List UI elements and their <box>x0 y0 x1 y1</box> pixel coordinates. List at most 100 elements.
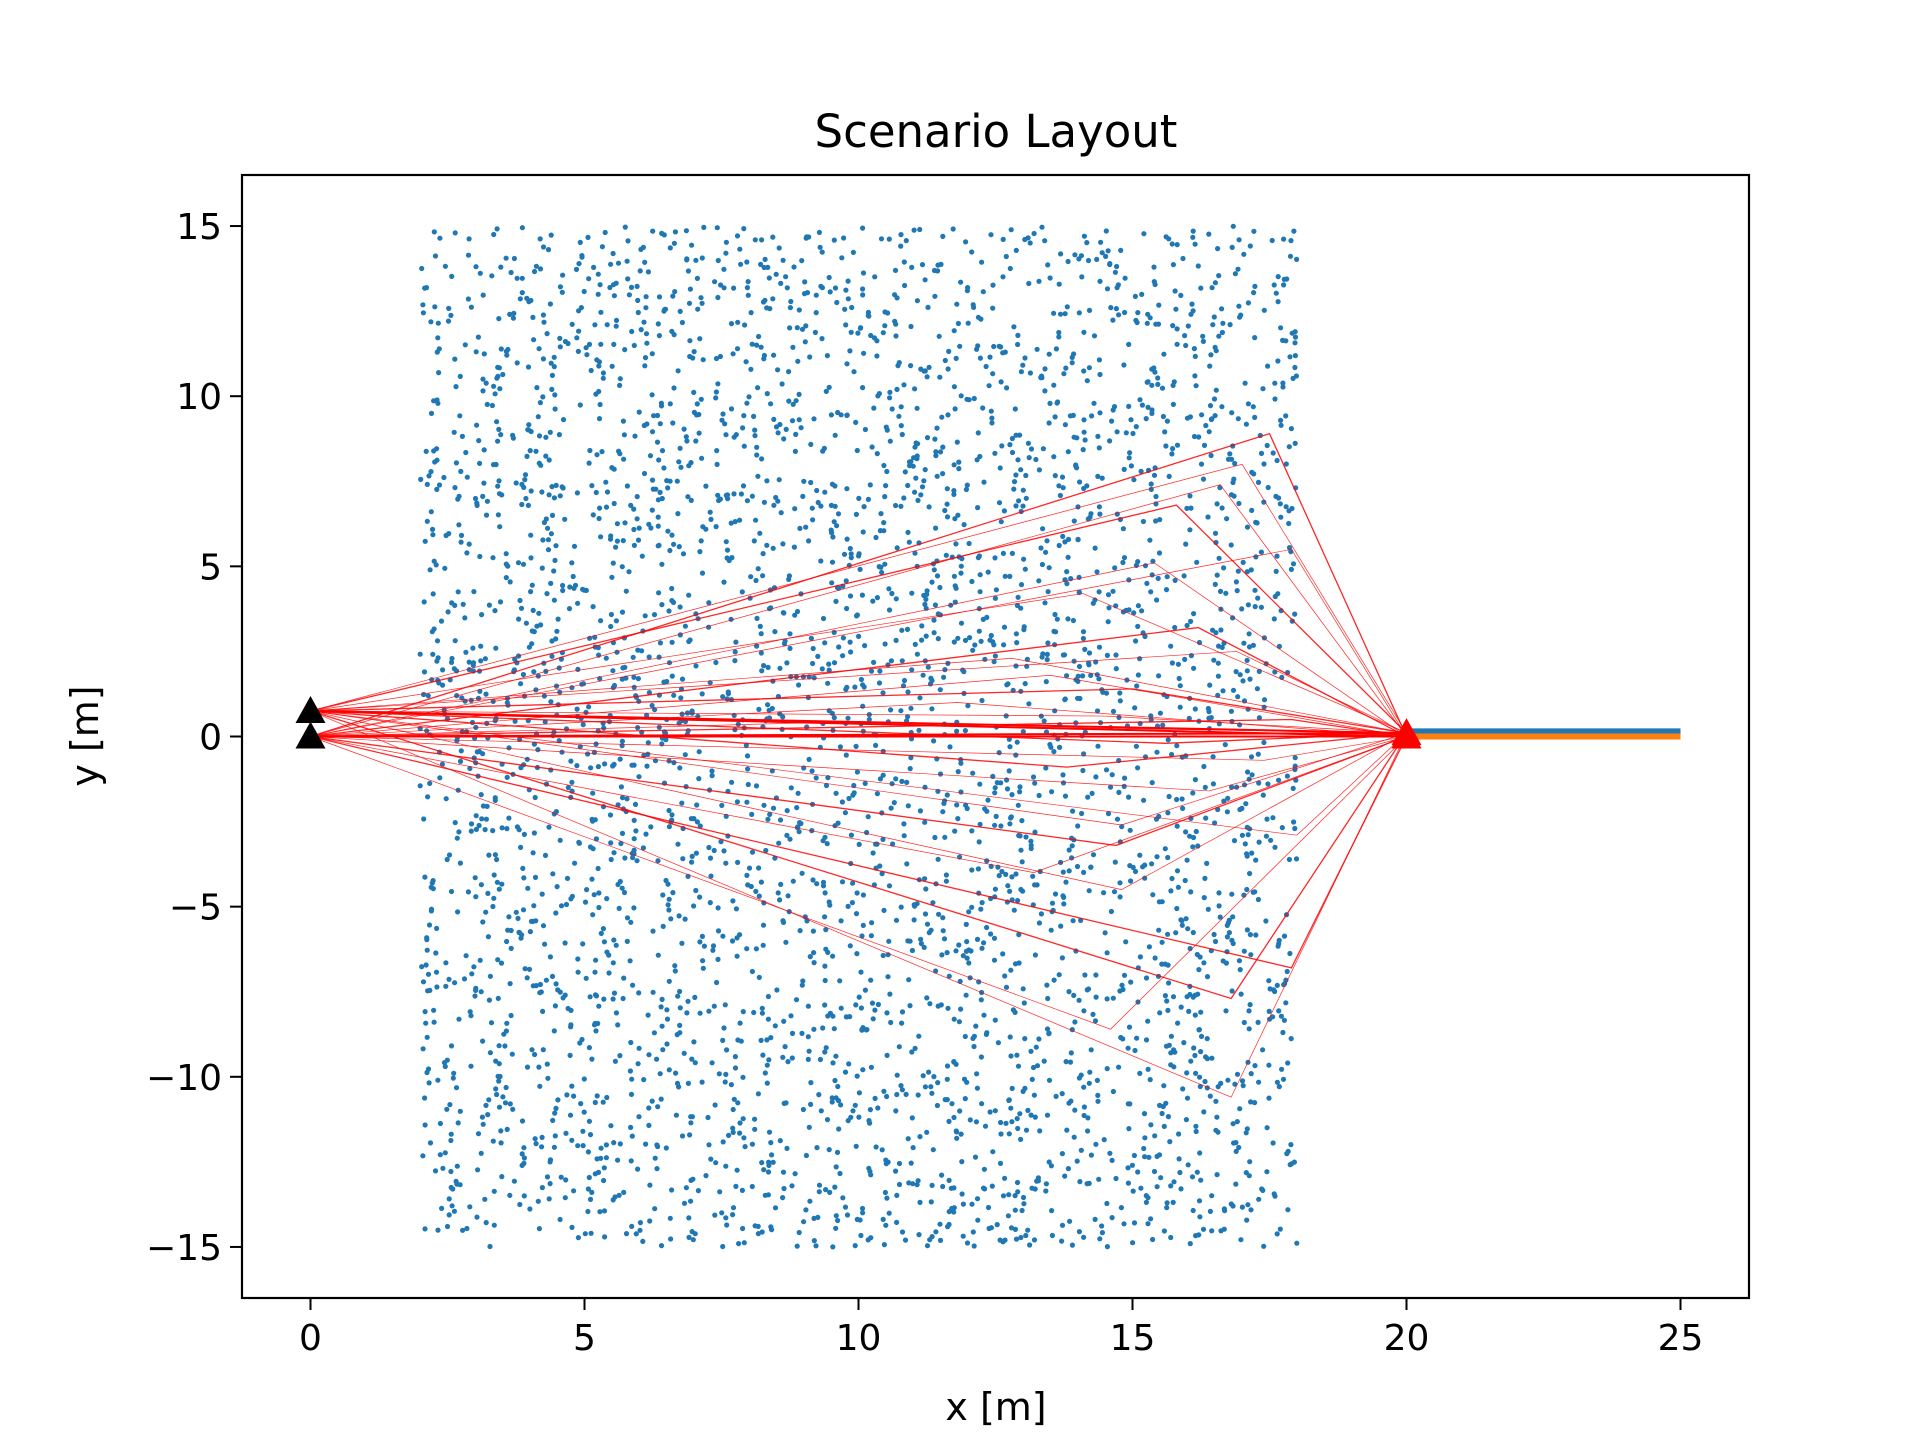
scatterer-point <box>1229 784 1235 790</box>
scatterer-point <box>1095 1092 1101 1098</box>
propagation-path <box>310 710 1407 836</box>
scatterer-point <box>1255 595 1261 601</box>
scatterer-point <box>1092 1216 1098 1222</box>
scatterer-point <box>1201 763 1207 770</box>
scatterer-point <box>822 890 828 896</box>
scatterer-point <box>1165 1007 1171 1014</box>
scatterer-point <box>722 1079 728 1085</box>
scatterer-point <box>1184 1070 1190 1076</box>
scatterer-point <box>1219 306 1225 312</box>
scatterer-point <box>593 1028 599 1034</box>
scatterer-point <box>1065 258 1071 265</box>
scatterer-point <box>908 705 914 711</box>
scatterer-point <box>1081 1008 1087 1014</box>
scatterer-point <box>590 790 596 796</box>
scatterer-point <box>1043 1188 1049 1194</box>
scatterer-point <box>744 285 751 291</box>
scatterer-point <box>1224 934 1230 940</box>
scatterer-point <box>788 1013 794 1019</box>
scatterer-point <box>942 834 948 840</box>
scatterer-point <box>468 821 475 827</box>
scatterer-point <box>693 887 699 894</box>
scatterer-point <box>1132 1047 1138 1054</box>
scatterer-point <box>796 307 802 313</box>
scatterer-point <box>740 483 747 489</box>
scatterer-point <box>765 816 771 822</box>
scatterer-point <box>969 1201 975 1207</box>
scatterer-point <box>553 482 559 488</box>
scatterer-point <box>458 468 464 474</box>
scatterer-point <box>974 1071 980 1077</box>
scatterer-point <box>862 780 868 787</box>
scatterer-point <box>1149 382 1155 388</box>
scatterer-point <box>1264 816 1270 822</box>
scatterer-point <box>1275 358 1281 364</box>
scatterer-point <box>1271 282 1277 288</box>
scatterer-point <box>610 685 616 691</box>
scatterer-point <box>673 1112 680 1118</box>
scatterer-point <box>689 1229 695 1235</box>
scatterer-point <box>432 304 438 310</box>
scatterer-point <box>729 938 736 944</box>
scatterer-point <box>529 628 535 634</box>
scatterer-point <box>909 1049 915 1055</box>
scatterer-point <box>487 973 493 979</box>
scatterer-point <box>860 385 866 391</box>
scatterer-point <box>428 319 434 325</box>
scatterer-point <box>811 950 817 956</box>
scatterer-point <box>1104 652 1110 659</box>
scatterer-point <box>1183 916 1189 922</box>
scatterer-point <box>468 304 474 310</box>
scatterer-point <box>898 708 904 714</box>
scatterer-point <box>933 968 939 974</box>
scatterer-point <box>1175 884 1181 890</box>
scatterer-point <box>659 1023 665 1029</box>
scatterer-point <box>802 339 808 345</box>
scatterer-point <box>773 271 779 277</box>
scatterer-point <box>1013 871 1019 877</box>
scatterer-point <box>835 1083 841 1090</box>
scatterer-point <box>1246 1173 1252 1179</box>
scatterer-point <box>1023 1127 1030 1133</box>
scatterer-point <box>533 983 539 989</box>
scatterer-point <box>644 421 650 427</box>
scatterer-point <box>1196 1027 1202 1033</box>
scatterer-point <box>555 1097 561 1103</box>
scatterer-point <box>1247 1002 1253 1008</box>
scatterer-point <box>733 639 739 645</box>
scatterer-point <box>805 1003 812 1009</box>
scatterer-point <box>1047 275 1053 281</box>
scatterer-point <box>551 568 557 574</box>
scatterer-point <box>790 401 796 407</box>
scatterer-point <box>706 844 712 851</box>
scatterer-point <box>951 1059 957 1065</box>
scatterer-point <box>953 948 959 954</box>
scatterer-point <box>1012 406 1018 412</box>
scatterer-point <box>1154 597 1160 603</box>
scatterer-point <box>887 395 893 401</box>
scatterer-point <box>1283 504 1289 510</box>
scatterer-point <box>1133 638 1139 644</box>
scatterer-point <box>767 811 773 818</box>
scatterer-point <box>932 293 938 299</box>
scatterer-point <box>811 675 817 681</box>
scatterer-point <box>942 667 948 673</box>
scatterer-point <box>1164 1200 1170 1206</box>
scatterer-point <box>1288 238 1294 244</box>
scatterer-point <box>535 414 541 420</box>
scatterer-point <box>1218 627 1224 633</box>
scatterer-point <box>1042 366 1048 372</box>
scatterer-point <box>1159 939 1165 945</box>
scatterer-point <box>995 1040 1002 1046</box>
scatterer-point <box>591 1022 598 1028</box>
scatterer-point <box>860 682 866 688</box>
scatterer-point <box>1109 1215 1115 1221</box>
scatterer-point <box>753 946 760 952</box>
scatterer-point <box>693 850 700 856</box>
scatterer-point <box>1107 438 1113 444</box>
scatterer-point <box>888 805 894 811</box>
scatterer-point <box>645 751 651 757</box>
scatterer-point <box>1152 1133 1158 1139</box>
scatterer-point <box>854 951 860 957</box>
